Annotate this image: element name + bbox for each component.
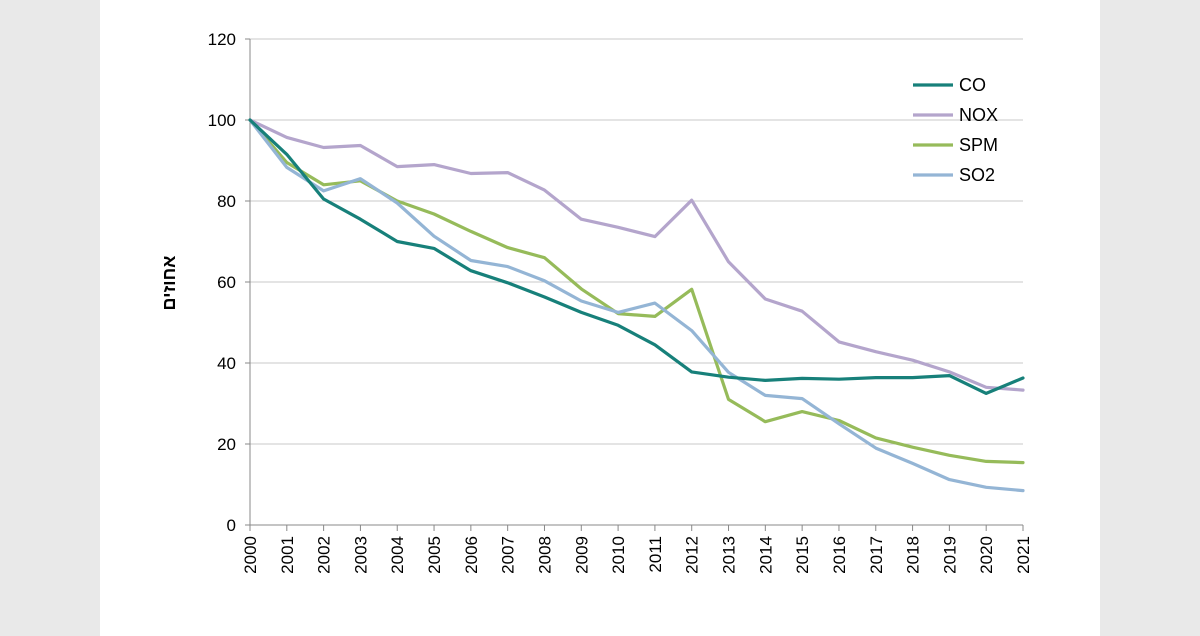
x-tick-label: 2000 [241,536,260,574]
series-line-co [248,118,1025,395]
x-tick-label: 2019 [940,536,959,574]
y-tick-labels: 0 20 40 60 80 100 120 [208,30,236,535]
x-tick-label: 2009 [572,536,591,574]
x-tick-label: 2017 [867,536,886,574]
legend: CO NOX SPM SO2 [913,75,998,185]
x-tick-labels: 2000 2001 2002 2003 2004 2005 2006 2007 2008 2009… [241,536,1033,574]
series-line-spm [248,118,1025,465]
x-tick-label: 2005 [425,536,444,574]
y-tick-label: 60 [217,273,236,292]
y-tick-label: 120 [208,30,236,49]
series-lines [248,118,1025,493]
x-tick-label: 2002 [315,536,334,574]
gridlines [250,38,1023,445]
x-tick-label: 2014 [756,536,775,574]
x-tick-label: 2012 [683,536,702,574]
series-line-nox [248,118,1025,392]
chart-panel: 0 20 40 60 80 100 120 2000 2001 2002 2003 2004 2005… [100,0,1100,636]
y-axis-label: אחוזים [159,256,179,311]
x-tick-label: 2010 [609,536,628,574]
legend-label-nox: NOX [959,105,998,125]
x-tick-label: 2006 [462,536,481,574]
y-tick-label: 0 [227,516,236,535]
y-tick-label: 100 [208,111,236,130]
y-tick-label: 40 [217,354,236,373]
x-tick-label: 2013 [720,536,739,574]
axes [245,38,1024,531]
x-tick-label: 2001 [278,536,297,574]
x-tick-label: 2007 [499,536,518,574]
series-line-so2 [248,118,1025,493]
x-tick-label: 2020 [977,536,996,574]
x-tick-label: 2003 [351,536,370,574]
x-tick-label: 2008 [535,536,554,574]
legend-label-co: CO [959,75,986,95]
legend-label-so2: SO2 [959,165,995,185]
x-tick-label: 2021 [1014,536,1033,574]
line-chart: 0 20 40 60 80 100 120 2000 2001 2002 2003 2004 2005… [159,30,1033,574]
x-tick-label: 2011 [646,536,665,573]
x-tick-label: 2018 [904,536,923,574]
legend-label-spm: SPM [959,135,998,155]
x-tick-label: 2016 [830,536,849,574]
y-tick-label: 20 [217,435,236,454]
y-tick-label: 80 [217,192,236,211]
x-tick-label: 2004 [388,536,407,574]
x-tick-label: 2015 [793,536,812,574]
